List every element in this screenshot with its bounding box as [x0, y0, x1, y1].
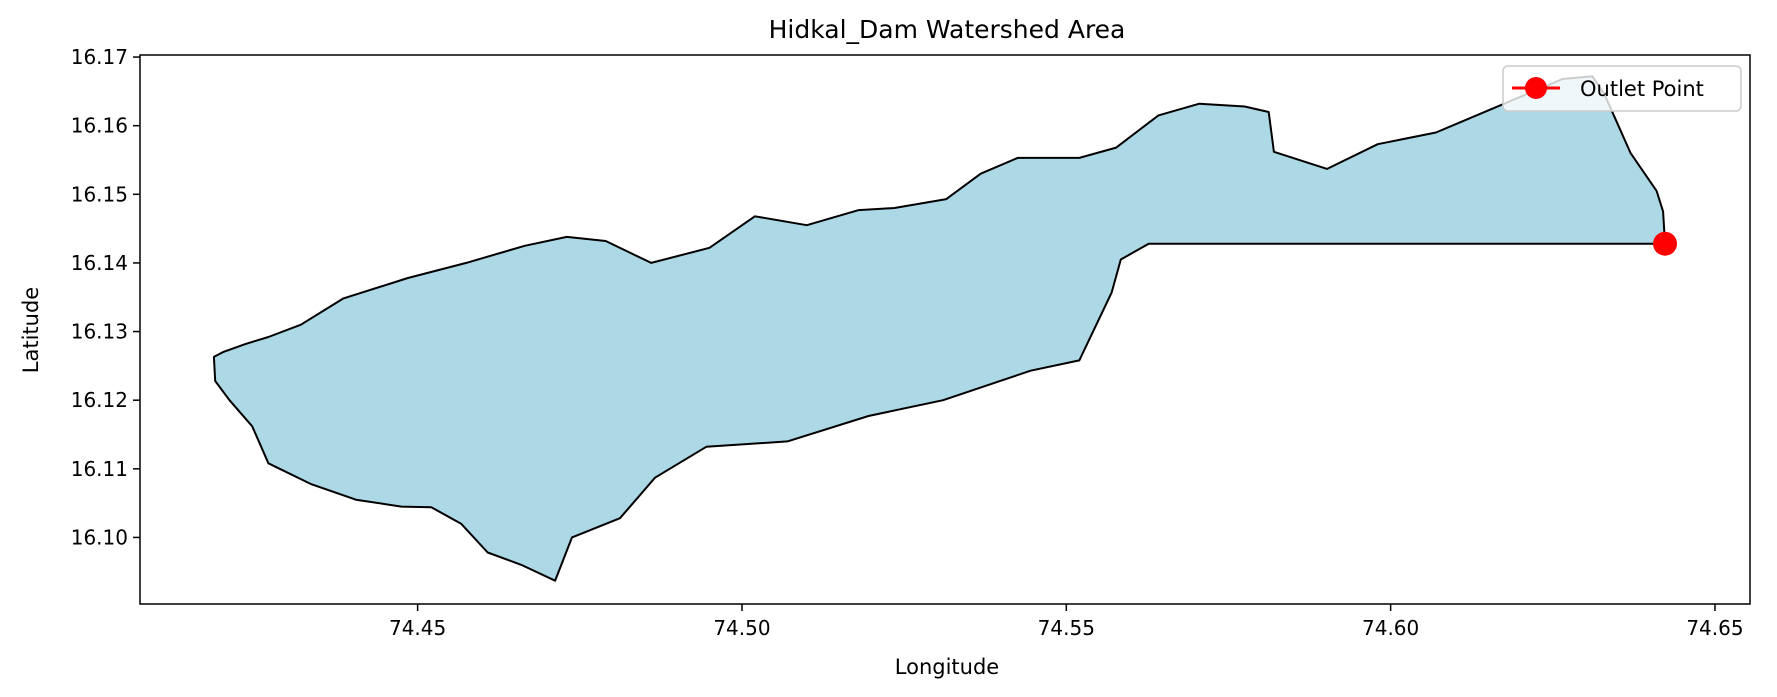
legend-marker-sample — [1525, 77, 1547, 99]
outlet-markers — [1653, 231, 1678, 256]
x-tick-label: 74.60 — [1362, 616, 1419, 640]
y-tick-label: 16.12 — [71, 388, 128, 412]
legend-label-outlet-point: Outlet Point — [1580, 77, 1704, 101]
axes-frame — [139, 54, 1751, 605]
y-tick-label: 16.17 — [71, 45, 128, 69]
x-tick-label: 74.45 — [389, 616, 446, 640]
x-tick-label: 74.50 — [713, 616, 770, 640]
y-tick-label: 16.14 — [71, 251, 128, 275]
x-axis-label: Longitude — [895, 655, 999, 679]
y-axis-ticks: 16.10 16.11 16.12 16.13 16.14 16.15 16.16 16.17 — [71, 45, 140, 549]
y-tick-label: 16.15 — [71, 182, 128, 206]
legend-frame — [1502, 65, 1742, 112]
x-tick-label: 74.65 — [1686, 616, 1743, 640]
y-axis-label: Latitude — [19, 287, 43, 373]
outlet-point-marker — [1653, 231, 1678, 256]
y-tick-label: 16.11 — [71, 457, 128, 481]
y-tick-label: 16.10 — [71, 525, 128, 549]
plot-area — [139, 54, 1751, 605]
x-tick-label: 74.55 — [1038, 616, 1095, 640]
chart-title: Hidkal_Dam Watershed Area — [769, 15, 1126, 44]
x-axis-ticks: 74.45 74.50 74.55 74.60 74.65 — [389, 604, 1744, 640]
legend: Outlet Point — [1502, 65, 1742, 112]
watershed-polygon — [212, 75, 1666, 582]
y-tick-label: 16.13 — [71, 320, 128, 344]
y-tick-label: 16.16 — [71, 114, 128, 138]
